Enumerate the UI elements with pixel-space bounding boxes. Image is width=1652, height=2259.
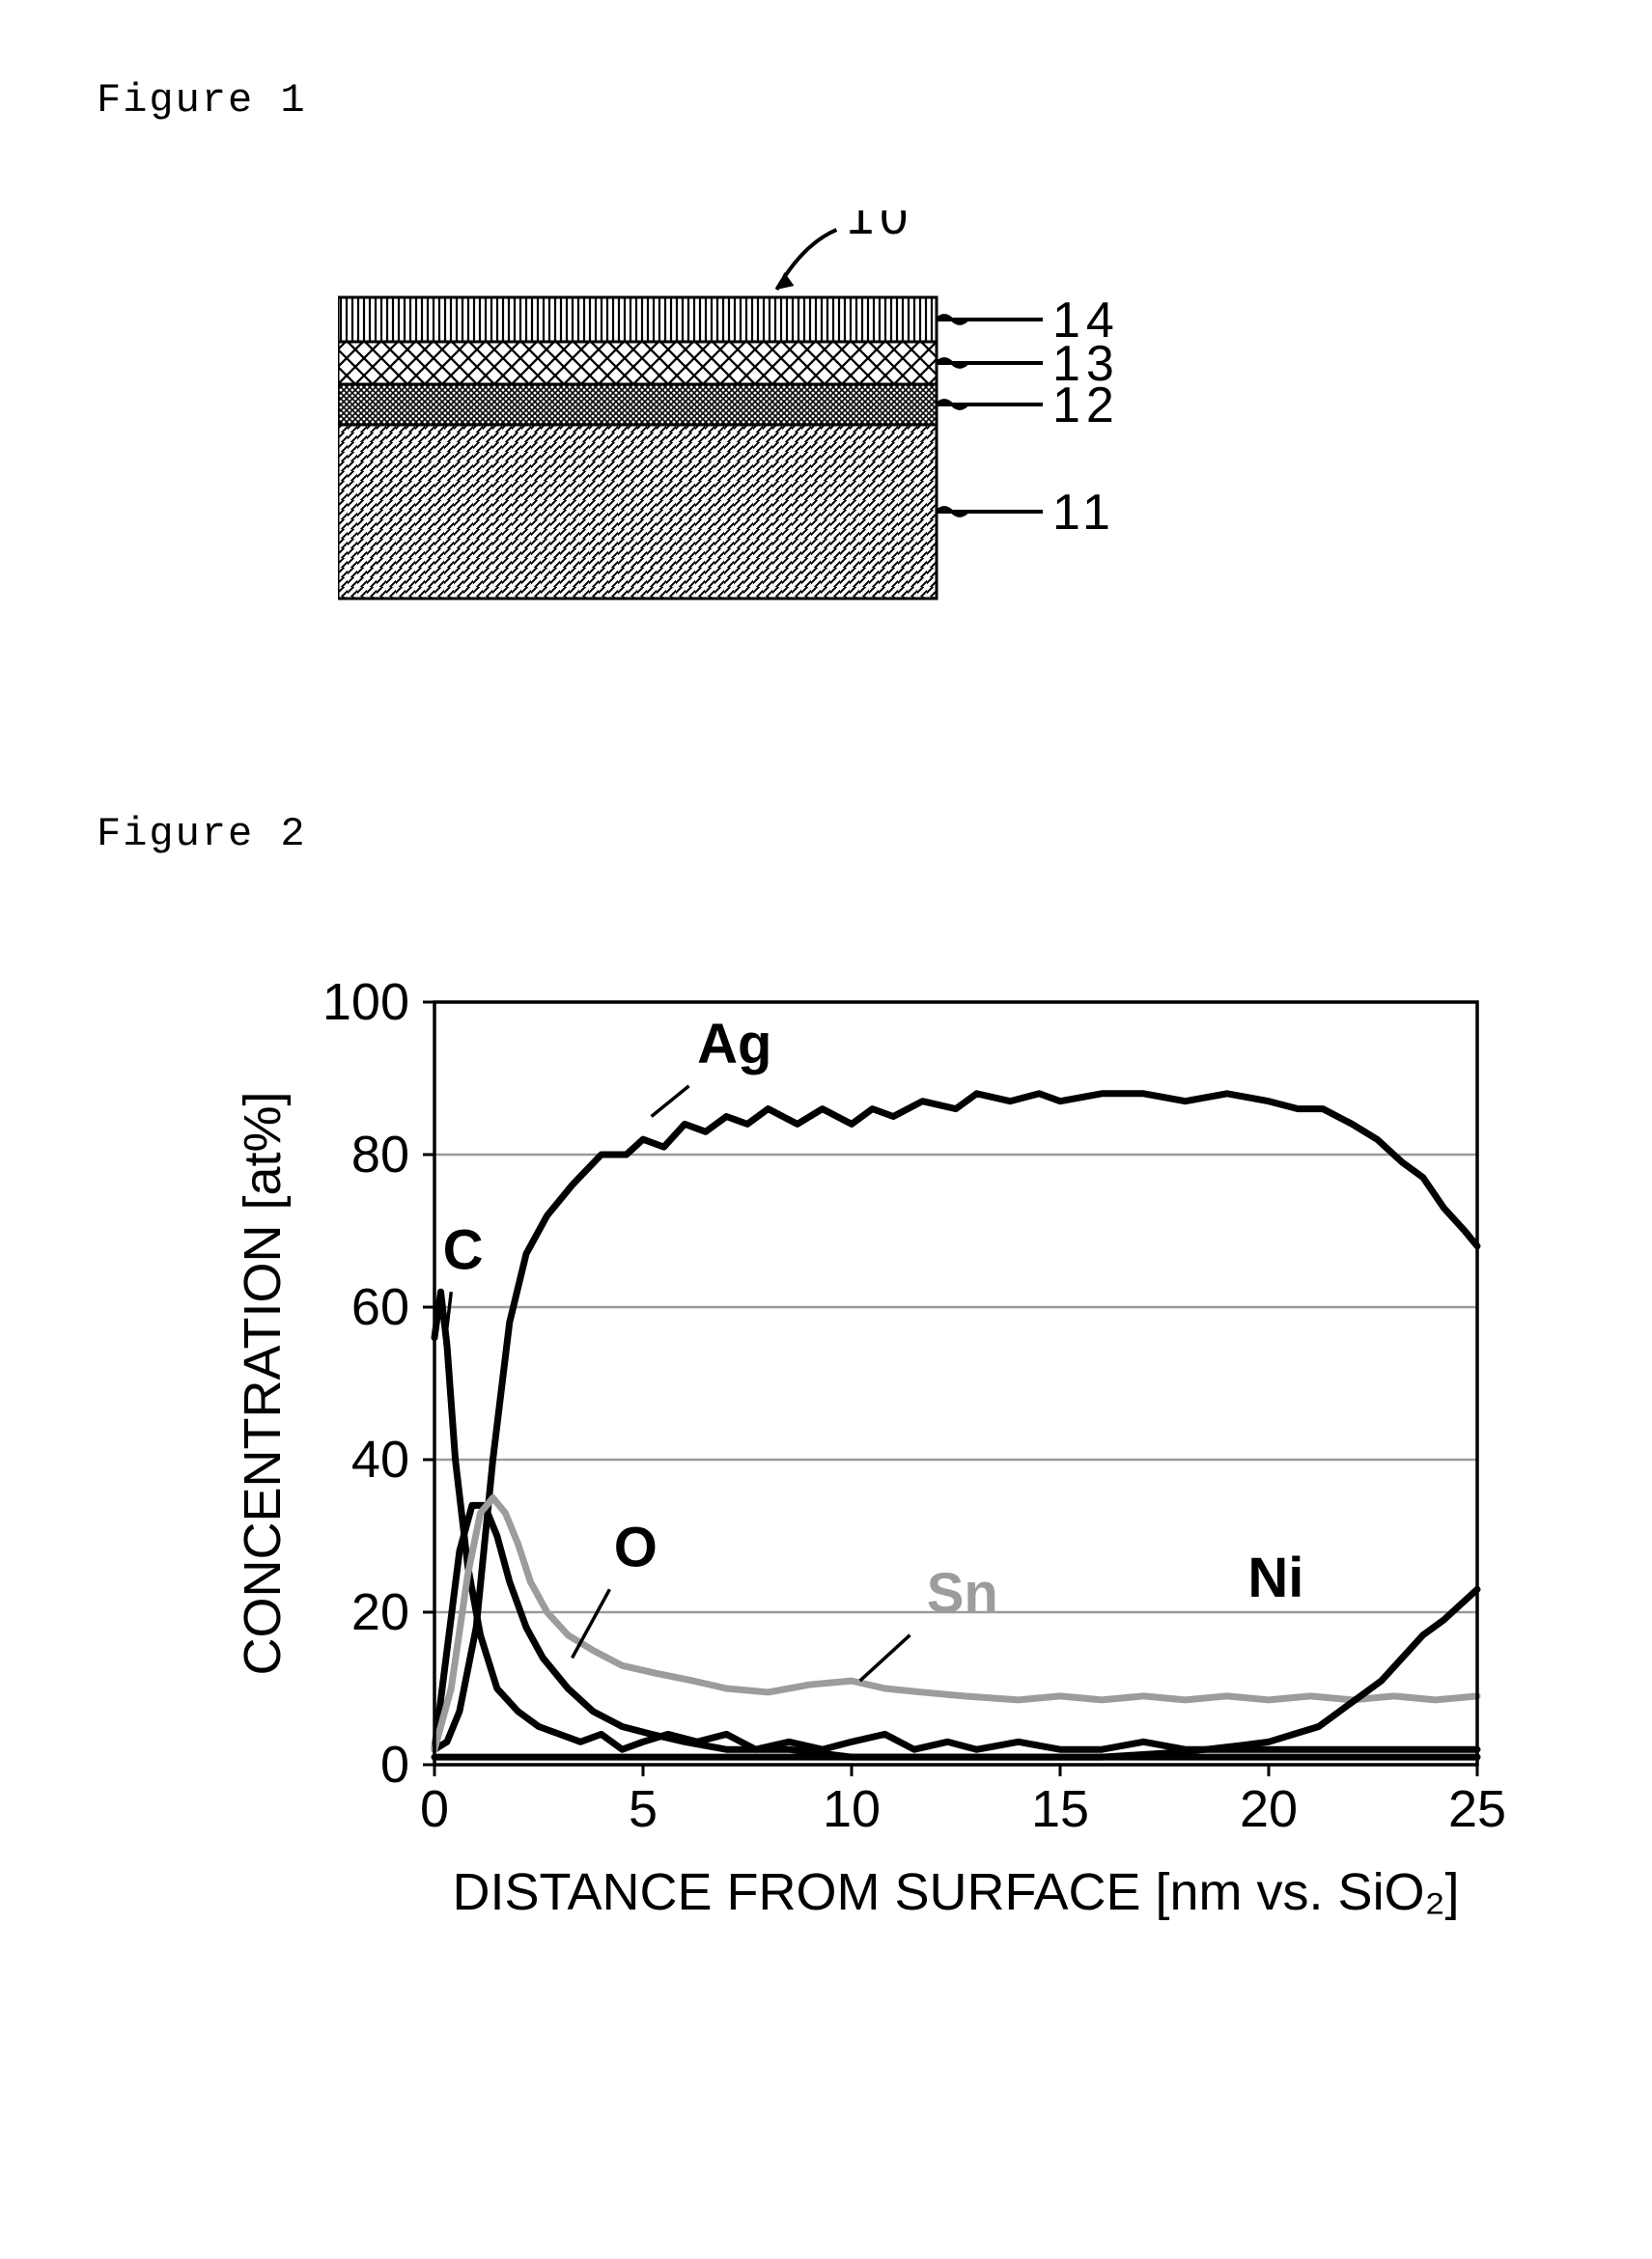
svg-text:Sn: Sn [927, 1562, 998, 1625]
svg-text:CONCENTRATION [at%]: CONCENTRATION [at%] [234, 1091, 292, 1675]
svg-text:20: 20 [1240, 1780, 1298, 1838]
svg-text:10: 10 [823, 1780, 881, 1838]
svg-text:Ni: Ni [1247, 1547, 1303, 1609]
svg-text:10: 10 [846, 210, 913, 245]
svg-text:11: 11 [1052, 485, 1116, 541]
svg-text:20: 20 [351, 1583, 409, 1641]
layer-stack-svg: 1014131211 [338, 210, 1168, 618]
figure-2-chart: Ag C O Sn Ni 0 20 40 60 80 100 0 5 10 15 20 25 CONCENTRAT… [183, 944, 1555, 1948]
svg-text:15: 15 [1031, 1780, 1089, 1838]
figure-1: Figure 1 1014131211 [97, 77, 1555, 618]
svg-text:Ag: Ag [697, 1013, 771, 1075]
svg-text:25: 25 [1448, 1780, 1506, 1838]
svg-text:O: O [614, 1517, 658, 1579]
figure-2: Figure 2 Ag C O Sn Ni 0 20 40 60 80 100 0 5 10 15 20 25 C… [97, 811, 1555, 1948]
svg-text:80: 80 [351, 1126, 409, 1184]
svg-text:40: 40 [351, 1431, 409, 1489]
svg-text:60: 60 [351, 1278, 409, 1336]
svg-text:100: 100 [322, 973, 409, 1031]
svg-text:0: 0 [380, 1736, 409, 1794]
figure-1-diagram: 1014131211 [338, 210, 1207, 618]
svg-text:DISTANCE FROM SURFACE [nm vs.: DISTANCE FROM SURFACE [nm vs. SiO₂] [452, 1863, 1459, 1921]
concentration-chart-svg: Ag C O Sn Ni 0 20 40 60 80 100 0 5 10 15 20 25 CONCENTRAT… [183, 944, 1535, 1948]
figure-2-caption: Figure 2 [97, 811, 1555, 857]
svg-text:C: C [443, 1219, 484, 1282]
svg-text:0: 0 [420, 1780, 449, 1838]
svg-text:12: 12 [1052, 377, 1120, 433]
svg-text:5: 5 [629, 1780, 658, 1838]
figure-1-caption: Figure 1 [97, 77, 1555, 124]
